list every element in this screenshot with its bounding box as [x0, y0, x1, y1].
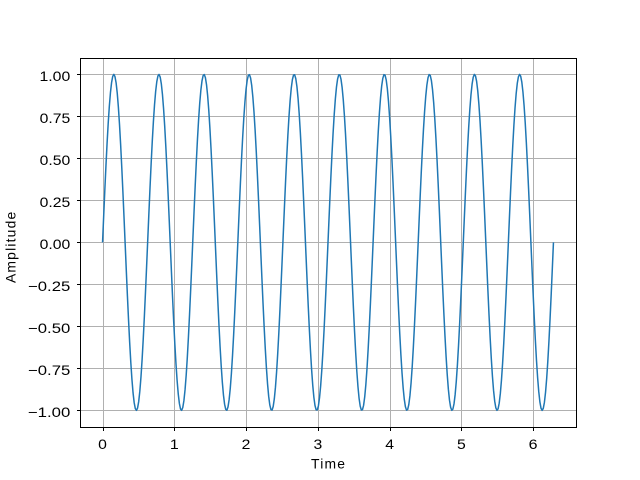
svg-text:1.00: 1.00	[40, 68, 71, 84]
svg-text:2: 2	[242, 436, 251, 452]
svg-text:0: 0	[98, 436, 107, 452]
svg-text:−0.75: −0.75	[28, 362, 71, 378]
svg-text:1: 1	[170, 436, 179, 452]
svg-text:Time: Time	[311, 455, 345, 471]
svg-text:6: 6	[529, 436, 538, 452]
svg-text:4: 4	[385, 436, 394, 452]
svg-text:Amplitude: Amplitude	[2, 211, 18, 283]
svg-text:5: 5	[457, 436, 466, 452]
svg-text:−0.50: −0.50	[28, 320, 71, 336]
svg-text:0.25: 0.25	[40, 194, 71, 210]
svg-text:0.00: 0.00	[40, 236, 71, 252]
svg-text:−1.00: −1.00	[28, 404, 71, 420]
svg-text:0.75: 0.75	[40, 110, 71, 126]
svg-text:−0.25: −0.25	[28, 278, 71, 294]
svg-text:3: 3	[313, 436, 322, 452]
svg-text:0.50: 0.50	[40, 152, 71, 168]
